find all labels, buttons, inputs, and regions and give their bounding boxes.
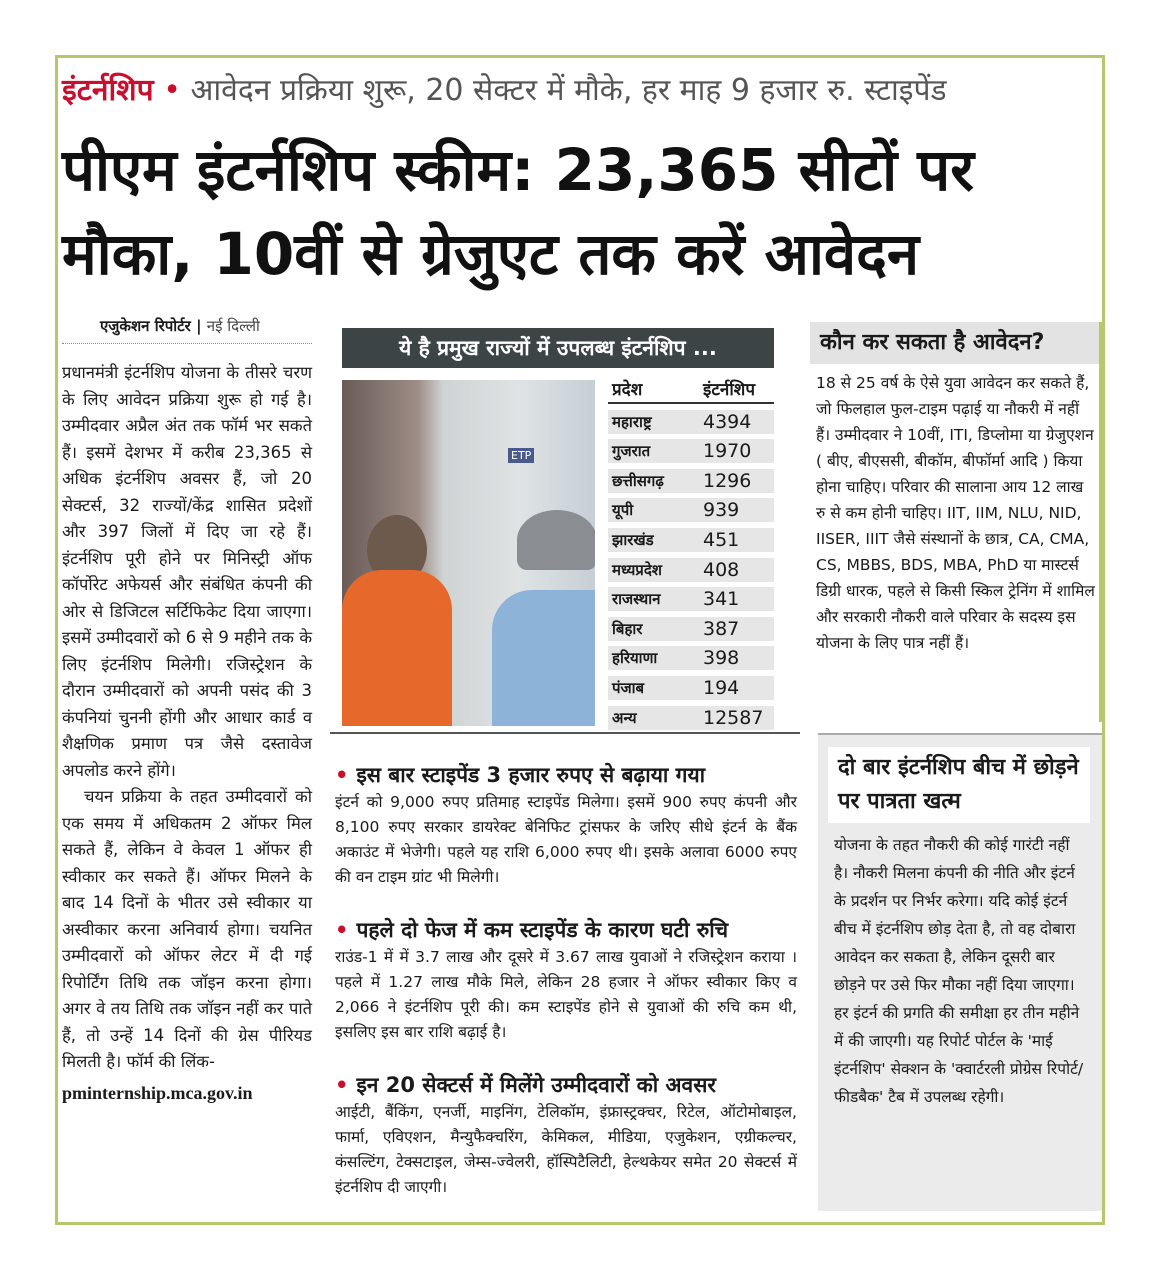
table-row: बिहार 387 [608, 616, 774, 641]
byline-reporter: एजुकेशन रिपोर्टर [100, 317, 191, 335]
table-header: प्रदेश इंटर्नशिप [608, 378, 774, 404]
state-name: छत्तीसगढ़ [612, 471, 664, 490]
internship-count: 194 [703, 676, 740, 699]
header-state: प्रदेश [612, 380, 643, 400]
section-sectors: • इन 20 सेक्टर्स में मिलेंगे उम्मीदवारों … [335, 1070, 797, 1200]
table-row: छत्तीसगढ़ 1296 [608, 468, 774, 493]
table-row: हरियाणा 398 [608, 646, 774, 671]
internship-count: 1296 [703, 469, 752, 492]
internship-count: 939 [703, 499, 740, 522]
section-low-interest: • पहले दो फेज में कम स्टाइपेंड के कारण घट… [335, 915, 797, 1045]
internship-count: 451 [703, 528, 740, 551]
internship-count: 387 [703, 617, 740, 640]
dropout-body: योजना के तहत नौकरी की कोई गारंटी नहीं है… [834, 836, 1084, 1106]
kicker-text: आवेदन प्रक्रिया शुरू, 20 सेक्टर में मौके… [190, 73, 947, 108]
table-row: महाराष्ट्र 4394 [608, 409, 774, 434]
section-title: इन 20 सेक्टर्स में मिलेंगे उम्मीदवारों क… [356, 1073, 716, 1097]
dropout-box: दो बार इंटर्नशिप बीच में छोड़ने पर पात्र… [818, 733, 1102, 1211]
headline: पीएम इंटर्नशिप स्कीम: 23,365 सीटों पर मौ… [62, 136, 974, 288]
kicker-bullet: • [163, 73, 181, 108]
paragraph: चयन प्रक्रिया के तहत उम्मीदवारों को एक स… [62, 787, 312, 1071]
internship-count: 1970 [703, 440, 752, 463]
eligibility-box: कौन कर सकता है आवेदन? 18 से 25 वर्ष के ऐ… [810, 322, 1102, 722]
state-name: राजस्थान [612, 590, 661, 609]
state-internships-box: ये है प्रमुख राज्यों में उपलब्ध इंटर्नशि… [330, 320, 800, 734]
table-row: झारखंड 451 [608, 527, 774, 552]
state-name: पंजाब [612, 678, 645, 697]
bullet: • [335, 763, 349, 787]
article-frame [55, 55, 1105, 1225]
state-name: गुजरात [612, 442, 651, 461]
bullet: • [335, 918, 349, 942]
table-row: गुजरात 1970 [608, 439, 774, 464]
state-table: प्रदेश इंटर्नशिप महाराष्ट्र 4394 गुजरात 197… [608, 378, 774, 730]
bullet: • [335, 1073, 349, 1097]
state-name: अन्य [612, 708, 637, 727]
table-row: अन्य 12587 [608, 705, 774, 730]
kicker: इंटर्नशिप • आवेदन प्रक्रिया शुरू, 20 सेक… [62, 68, 947, 109]
dropout-title: दो बार इंटर्नशिप बीच में छोड़ने पर पात्र… [828, 747, 1090, 823]
state-name: झारखंड [612, 530, 654, 549]
state-name: हरियाणा [612, 649, 658, 668]
internship-count: 408 [703, 558, 740, 581]
section-title: पहले दो फेज में कम स्टाइपेंड के कारण घटी… [356, 918, 729, 942]
state-name: महाराष्ट्र [612, 412, 652, 431]
form-link[interactable]: pminternship.mca.gov.in [62, 1082, 253, 1103]
section-body: इंटर्न को 9,000 रुपए प्रतिमाह स्टाइपेंड … [335, 793, 797, 886]
state-name: मध्यप्रदेश [612, 560, 663, 579]
table-row: यूपी 939 [608, 498, 774, 523]
section-body: राउंड-1 में में 3.7 लाख और दूसरे में 3.6… [335, 948, 797, 1041]
kicker-tag: इंटर्नशिप [62, 73, 154, 108]
state-name: यूपी [612, 501, 634, 520]
internship-count: 12587 [703, 706, 764, 729]
header-internships: इंटर्नशिप [703, 380, 755, 400]
state-name: बिहार [612, 619, 643, 638]
section-body: आईटी, बैंकिंग, एनर्जी, माइनिंग, टेलिकॉम,… [335, 1103, 797, 1196]
section-stipend: • इस बार स्टाइपेंड 3 हजार रुपए से बढ़ाया … [335, 760, 797, 890]
internship-count: 4394 [703, 410, 752, 433]
table-row: मध्यप्रदेश 408 [608, 557, 774, 582]
photo-label: ETP [508, 448, 535, 463]
eligibility-body: 18 से 25 वर्ष के ऐसे युवा आवेदन कर सकते … [816, 374, 1095, 652]
section-title: इस बार स्टाइपेंड 3 हजार रुपए से बढ़ाया ग… [356, 763, 706, 787]
table-row: पंजाब 194 [608, 675, 774, 700]
paragraph: प्रधानमंत्री इंटर्नशिप योजना के तीसरे चर… [62, 363, 312, 780]
internship-count: 398 [703, 647, 740, 670]
table-row: राजस्थान 341 [608, 587, 774, 612]
table-title: ये है प्रमुख राज्यों में उपलब्ध इंटर्नशि… [342, 328, 774, 368]
byline-city: नई दिल्ली [206, 317, 260, 335]
main-story: प्रधानमंत्री इंटर्नशिप योजना के तीसरे चर… [62, 360, 312, 1106]
photo-interns-at-panel: ETP [342, 380, 595, 726]
byline: एजुकेशन रिपोर्टर | नई दिल्ली [100, 316, 260, 336]
eligibility-title: कौन कर सकता है आवेदन? [810, 322, 1099, 364]
divider [62, 343, 312, 344]
internship-count: 341 [703, 588, 740, 611]
byline-separator: | [196, 317, 202, 335]
